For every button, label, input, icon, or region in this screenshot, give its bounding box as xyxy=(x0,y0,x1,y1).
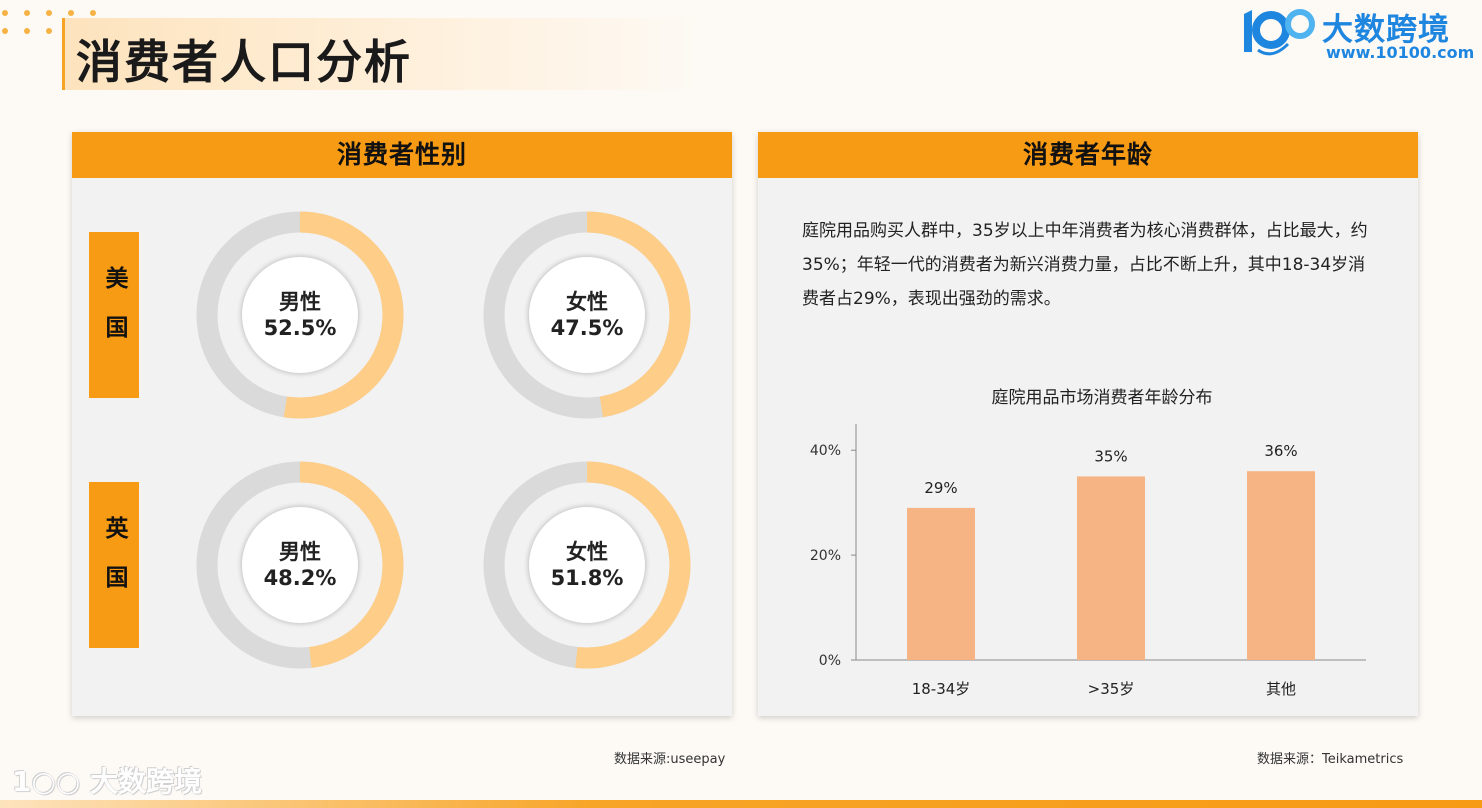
donut-ring xyxy=(196,461,404,669)
donut-arc xyxy=(196,211,404,419)
donut-uk-male: 男性 48.2% xyxy=(195,460,405,670)
donut-label: 男性 xyxy=(279,540,321,564)
donut-center: 女性 51.8% xyxy=(529,507,645,623)
donut-center: 男性 52.5% xyxy=(242,257,358,373)
donut-label: 女性 xyxy=(566,540,608,564)
country-tag-uk: 英国 xyxy=(89,482,139,648)
country-name: 美国 xyxy=(101,266,127,364)
logo-url: www.10100.com xyxy=(1326,43,1475,62)
donut-arc xyxy=(483,461,691,669)
donut-value: 52.5% xyxy=(263,316,337,340)
bar-value-label: 35% xyxy=(1094,447,1127,465)
page-title: 消费者人口分析 xyxy=(76,35,412,89)
bar-value-label: 36% xyxy=(1264,442,1297,460)
bar xyxy=(1247,471,1315,660)
bar xyxy=(907,507,975,660)
bar-value-label: 29% xyxy=(924,479,957,497)
y-tick-label: 20% xyxy=(810,548,841,564)
watermark-text: 大数跨境 xyxy=(90,765,203,798)
bottom-accent-bar xyxy=(0,800,1482,808)
x-tick-label: 18-34岁 xyxy=(912,680,971,698)
watermark-logo: 1○○ 大数跨境 xyxy=(12,760,202,800)
title-band xyxy=(62,18,722,90)
donut-value: 48.2% xyxy=(263,566,337,590)
logo-text: 大数跨境 xyxy=(1322,12,1450,48)
age-source: 数据来源：Teikametrics xyxy=(1257,752,1404,767)
age-panel: 消费者年龄 庭院用品购买人群中，35岁以上中年消费者为核心消费群体，占比最大，约… xyxy=(758,132,1418,716)
donut-arc xyxy=(196,461,404,669)
chart-title: 庭院用品市场消费者年龄分布 xyxy=(992,388,1213,408)
y-tick-label: 0% xyxy=(819,653,841,669)
country-name: 英国 xyxy=(101,516,127,614)
bar xyxy=(1077,476,1145,660)
donut-center: 男性 48.2% xyxy=(242,507,358,623)
x-tick-label: 其他 xyxy=(1266,680,1296,698)
donut-arc xyxy=(483,211,691,419)
logo-mark-icon xyxy=(1244,9,1315,56)
donut-value: 51.8% xyxy=(550,566,624,590)
watermark-mark-icon: 1○○ xyxy=(12,765,81,798)
donut-ring xyxy=(483,461,691,669)
gender-panel: 消费者性别 美国 英国 男性 52.5% 女性 47.5% 男性 48.2% 女… xyxy=(72,132,732,716)
gender-panel-heading: 消费者性别 xyxy=(72,132,732,178)
donut-label: 男性 xyxy=(279,290,321,314)
gender-source: 数据来源:useepay xyxy=(614,752,726,767)
donut-us-male: 男性 52.5% xyxy=(195,210,405,420)
donut-center: 女性 47.5% xyxy=(529,257,645,373)
age-bar-chart: 庭院用品市场消费者年龄分布 0% 20% 40% 29% 18-34岁 35% >35岁 36%… xyxy=(810,388,1366,698)
donut-value: 47.5% xyxy=(550,316,624,340)
donut-label: 女性 xyxy=(566,290,608,314)
x-tick-label: >35岁 xyxy=(1088,680,1135,698)
age-panel-heading: 消费者年龄 xyxy=(758,132,1418,178)
donut-uk-female: 女性 51.8% xyxy=(482,460,692,670)
y-tick-label: 40% xyxy=(810,443,841,459)
donut-ring xyxy=(196,211,404,419)
age-description: 庭院用品购买人群中，35岁以上中年消费者为核心消费群体，占比最大，约35%；年轻… xyxy=(802,221,1368,309)
donut-us-female: 女性 47.5% xyxy=(482,210,692,420)
country-tag-us: 美国 xyxy=(89,232,139,398)
brand-logo: 大数跨境 www.10100.com xyxy=(1238,4,1474,62)
donut-ring xyxy=(483,211,691,419)
